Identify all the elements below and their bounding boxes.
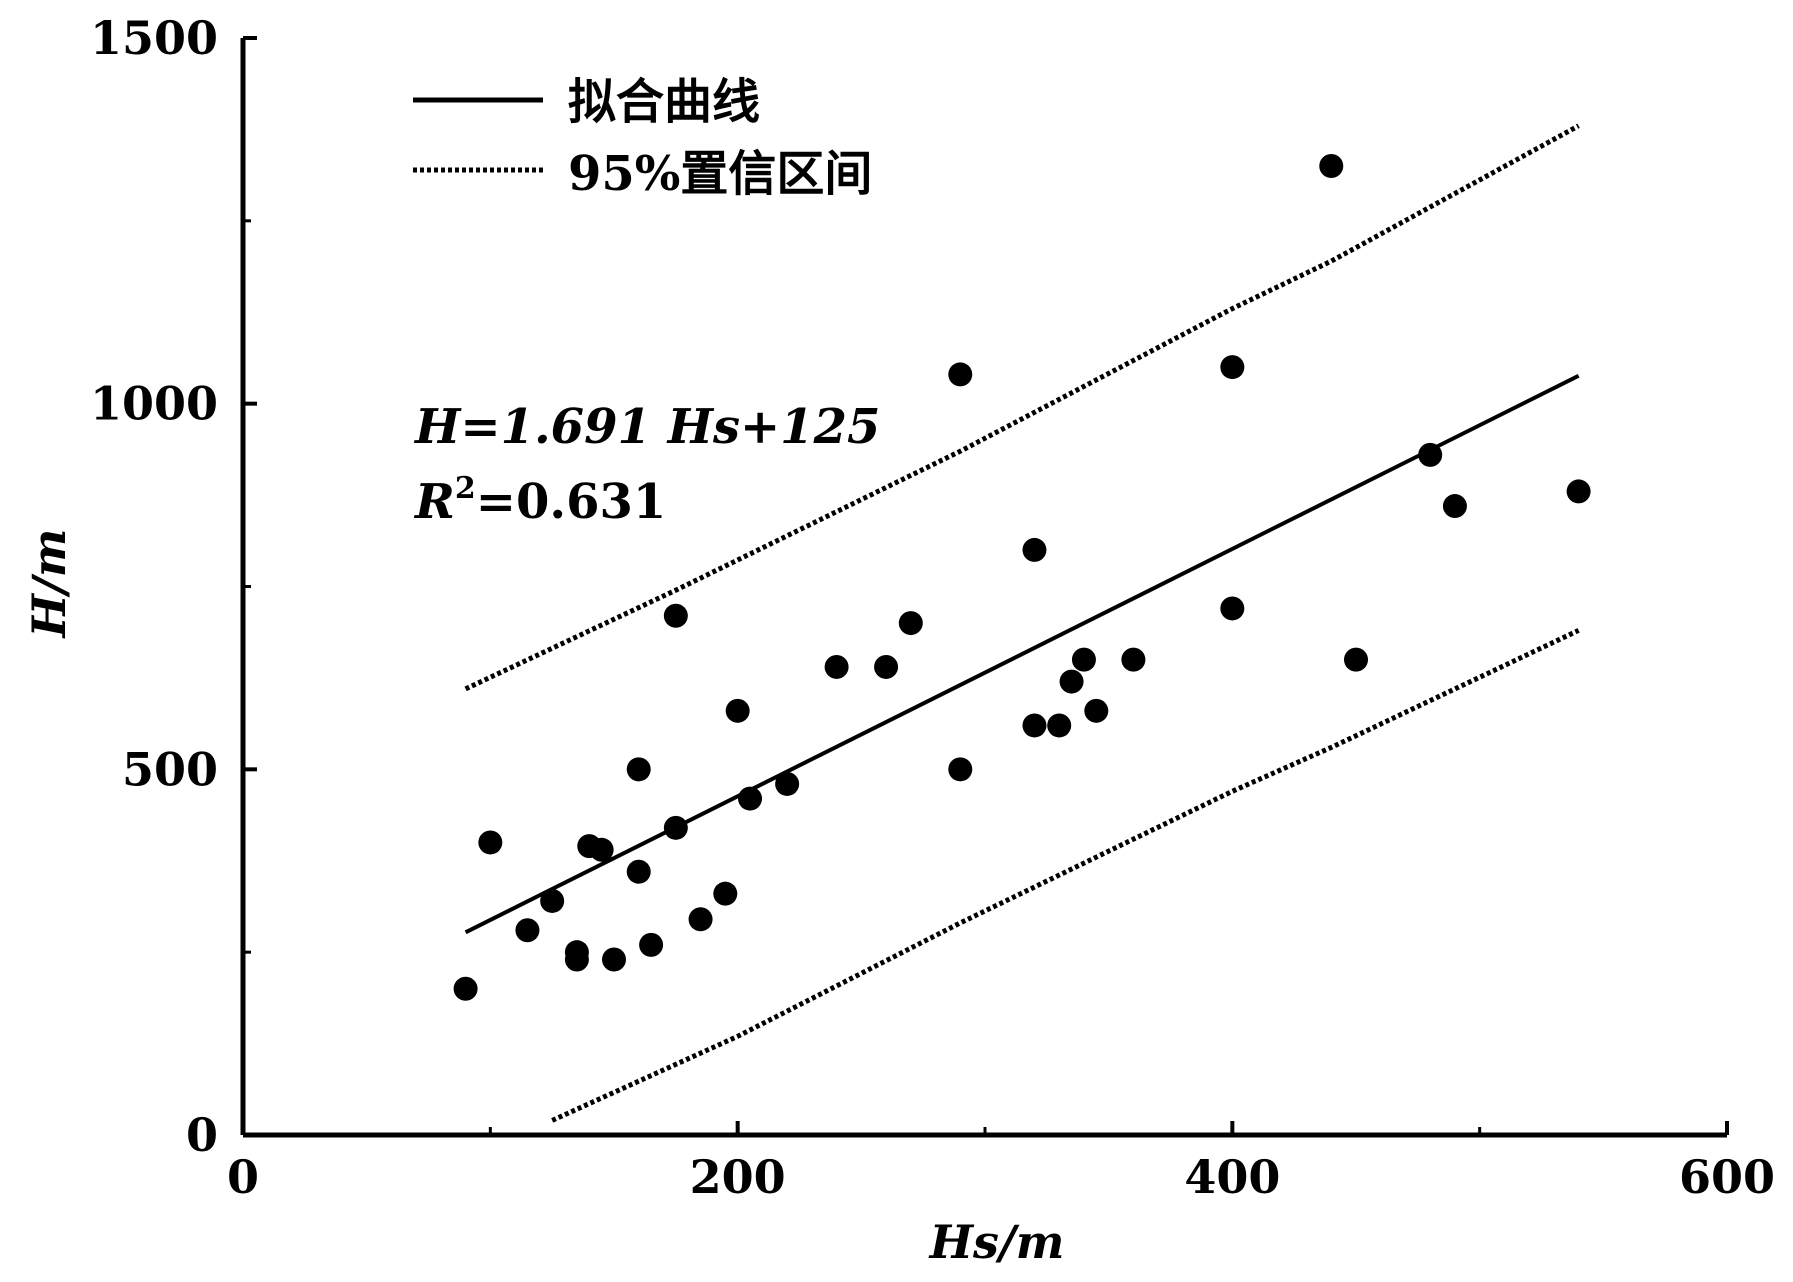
axes: 0 200 400 600 0 500 1000 1500 [90,11,1775,1204]
data-point [1022,537,1047,562]
x-axis-title: Hs/m [928,1215,1065,1269]
data-point [1442,494,1467,519]
data-point [874,654,899,679]
data-point [602,947,626,972]
legend: 拟合曲线 95%置信区间 [413,74,872,202]
y-tick-label: 1500 [90,11,218,65]
fit-line [464,373,1580,935]
r-squared: R2=0.631 [413,471,666,530]
series-layer [453,123,1591,1123]
annotations: H=1.691 Hs+125 R2=0.631 [413,399,880,530]
data-point [688,907,713,932]
data-point [948,757,973,782]
r-squared-value: =0.631 [476,474,667,530]
data-point [626,757,651,782]
r-squared-superscript: 2 [455,471,476,506]
legend-label-fit: 拟合曲线 [568,74,760,130]
y-tick-label: 0 [186,1108,218,1162]
data-point [1319,153,1344,178]
data-point [540,888,565,913]
data-point [453,976,478,1001]
data-point [738,786,763,811]
data-point [1220,596,1245,621]
data-point [1047,713,1072,738]
fit-equation: H=1.691 Hs+125 [413,399,880,455]
y-tick-label: 500 [122,742,218,796]
data-point [663,815,688,840]
x-tick-label: 400 [1184,1150,1280,1204]
y-axis-title: H/m [22,529,76,640]
y-tick-label: 1000 [90,377,218,431]
upper-ci-line [464,123,1580,692]
lower-ci-line [551,628,1580,1123]
data-point [1071,647,1096,672]
data-point [1084,698,1109,723]
data-point [1566,479,1591,504]
data-point [948,362,973,387]
x-tick-label: 600 [1679,1150,1775,1204]
legend-label-ci: 95%置信区间 [568,146,872,202]
data-point [725,698,750,723]
data-point [824,654,849,679]
data-point [515,918,540,943]
data-point [564,947,589,972]
data-point [1059,669,1084,694]
data-point [1344,647,1368,672]
data-point [639,932,664,957]
data-point [1220,355,1245,380]
data-point [898,611,923,636]
data-point [663,603,688,628]
r-squared-symbol: R [413,474,455,530]
x-tick-label: 200 [690,1150,786,1204]
x-tick-label: 0 [227,1150,259,1204]
data-point [1022,713,1047,738]
data-point [1418,442,1443,467]
data-point [713,881,738,906]
data-point [626,859,651,884]
data-point [589,837,614,862]
data-point [478,830,503,855]
data-point [775,771,800,796]
data-point [1121,647,1146,672]
